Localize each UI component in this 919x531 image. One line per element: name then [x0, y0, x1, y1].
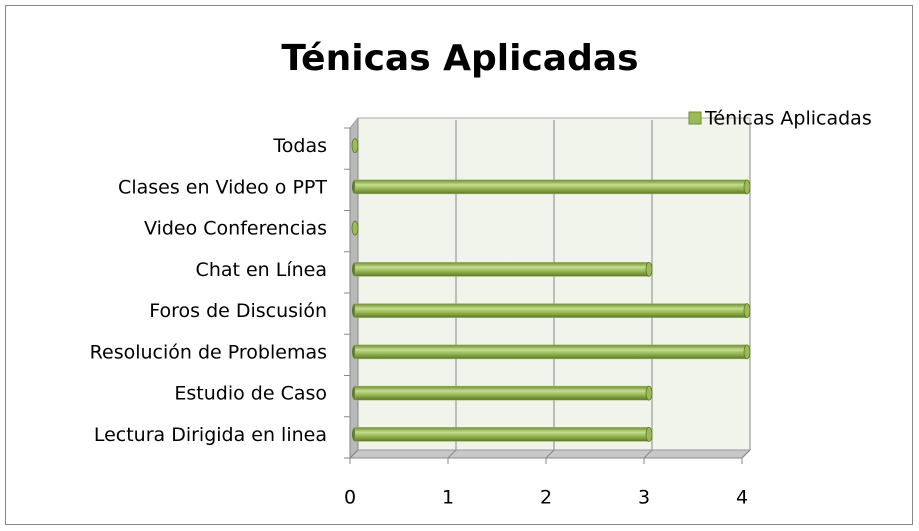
y-tick-label: Resolución de Problemas	[90, 341, 327, 363]
grid-line	[545, 449, 555, 459]
y-tick-label: Lectura Dirigida en linea	[94, 424, 327, 446]
bar-cap	[645, 385, 653, 401]
y-tick-label: Estudio de Caso	[174, 383, 327, 405]
side-wall	[349, 116, 359, 460]
x-tick-label: 2	[540, 487, 552, 509]
x-tick-label: 3	[638, 487, 650, 509]
legend-label: Ténicas Aplicadas	[704, 108, 872, 130]
y-tick-label: Todas	[272, 135, 327, 157]
bar	[354, 179, 748, 195]
bar	[354, 427, 650, 442]
bar-cap	[743, 303, 751, 319]
grid-line	[349, 449, 359, 459]
chart-title: Ténicas Aplicadas	[281, 38, 638, 79]
bar-cap	[743, 344, 751, 360]
bar-cap	[743, 179, 751, 195]
y-tick-label: Chat en Línea	[196, 259, 327, 281]
bar-cap	[351, 220, 359, 236]
legend-swatch	[688, 111, 702, 125]
bar	[354, 385, 650, 401]
x-tick-label: 4	[736, 487, 748, 509]
bar	[354, 344, 748, 360]
grid-line	[643, 449, 653, 459]
x-tick-label: 0	[344, 487, 356, 509]
y-tick-label: Video Conferencias	[144, 218, 327, 240]
grid-line	[741, 449, 751, 459]
grid-line	[447, 449, 457, 459]
bar-cap	[645, 261, 653, 277]
x-tick-label: 1	[442, 487, 454, 509]
bar	[354, 303, 748, 318]
bar	[354, 262, 650, 277]
bar-cap	[351, 138, 359, 154]
y-tick-label: Foros de Discusión	[149, 300, 327, 322]
bar-cap	[645, 426, 653, 442]
y-tick-label: Clases en Video o PPT	[118, 176, 327, 198]
